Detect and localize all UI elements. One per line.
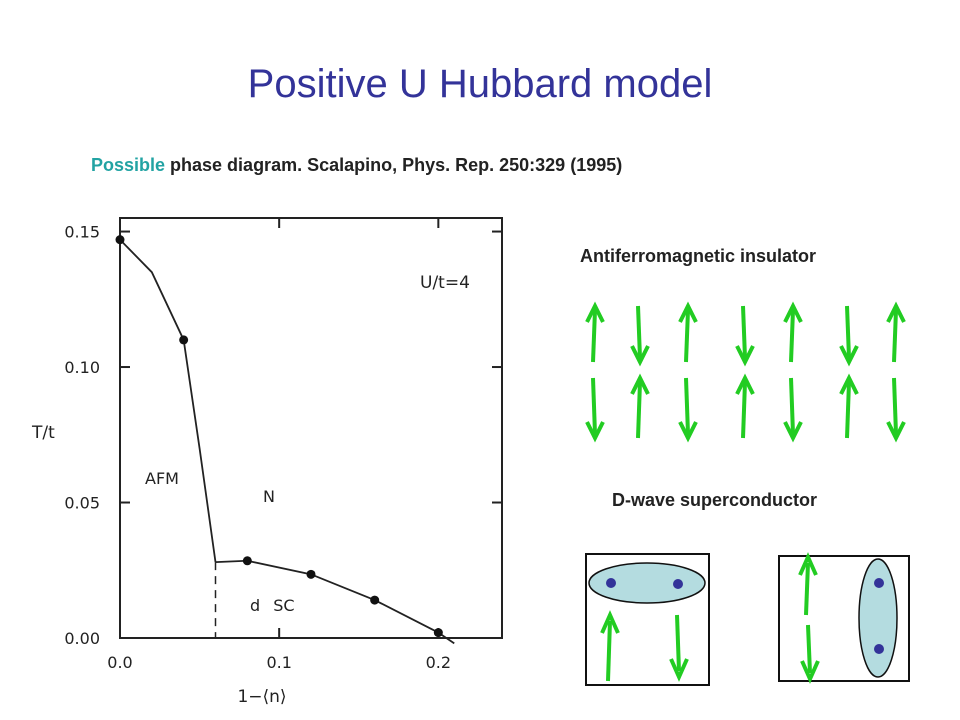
phase-boundary-afm-boundary xyxy=(119,239,217,563)
up-arrow-icon xyxy=(798,552,818,616)
down-arrow-icon xyxy=(886,377,906,443)
region-label-dsc: d SC xyxy=(250,596,295,615)
up-arrow-icon xyxy=(886,301,906,363)
up-arrow-icon xyxy=(839,373,859,439)
y-tick-label: 0.15 xyxy=(64,223,100,242)
up-arrow-icon xyxy=(735,373,755,439)
annotation-u-over-t: U/t=4 xyxy=(420,273,470,293)
x-axis-label: 1−⟨n⟩ xyxy=(237,687,286,707)
down-arrow-icon xyxy=(783,377,803,443)
up-arrow-icon xyxy=(600,610,620,682)
data-point xyxy=(433,628,443,638)
y-tick-label: 0.05 xyxy=(64,494,100,513)
up-arrow-icon xyxy=(585,301,605,363)
down-arrow-icon xyxy=(735,305,755,367)
x-tick-label: 0.0 xyxy=(107,653,132,672)
up-arrow-icon xyxy=(678,301,698,363)
x-tick-label: 0.1 xyxy=(266,653,291,672)
electron-dot xyxy=(673,579,683,589)
afm-spin-lattice xyxy=(585,301,906,443)
down-arrow-icon xyxy=(678,377,698,443)
down-arrow-icon xyxy=(839,305,859,367)
up-arrow-icon xyxy=(783,301,803,363)
x-tick-label: 0.2 xyxy=(426,653,451,672)
data-point xyxy=(306,569,316,579)
pair-box-horizontal xyxy=(585,553,710,686)
down-arrow-icon xyxy=(630,305,650,367)
cooper-pair-ellipse xyxy=(858,558,898,678)
y-tick-label: 0.00 xyxy=(64,629,100,648)
plot-frame xyxy=(119,217,503,639)
data-point xyxy=(242,556,252,566)
dsc-label: D-wave superconductor xyxy=(612,490,818,510)
down-arrow-icon xyxy=(585,377,605,443)
slide-title: Positive U Hubbard model xyxy=(247,62,713,106)
box-frame xyxy=(778,555,910,682)
box-frame xyxy=(585,553,710,686)
cooper-pair-ellipse xyxy=(588,562,706,604)
subtitle-accent: Possible xyxy=(91,155,166,175)
down-arrow-icon xyxy=(800,624,820,684)
pair-box-vertical xyxy=(778,552,910,684)
afm-label: Antiferromagnetic insulator xyxy=(580,246,817,266)
data-point xyxy=(115,235,125,245)
electron-dot xyxy=(606,578,616,588)
region-label-n: N xyxy=(263,487,275,506)
down-arrow-icon xyxy=(669,614,689,682)
electron-dot xyxy=(874,578,884,588)
electron-dot xyxy=(874,644,884,654)
region-label-afm: AFM xyxy=(145,469,179,488)
data-point xyxy=(370,595,380,605)
y-axis-label: T/t xyxy=(31,423,55,443)
slide-subtitle: Possible phase diagram. Scalapino, Phys.… xyxy=(91,155,622,176)
subtitle-rest: phase diagram. Scalapino, Phys. Rep. 250… xyxy=(165,155,623,175)
phase-diagram-chart: T/t 1−⟨n⟩ U/t=4 AFM N d SC 0.00 0.05 0.10 0… xyxy=(31,217,503,707)
y-tick-label: 0.10 xyxy=(64,358,100,377)
up-arrow-icon xyxy=(630,373,650,439)
data-point xyxy=(179,335,189,345)
